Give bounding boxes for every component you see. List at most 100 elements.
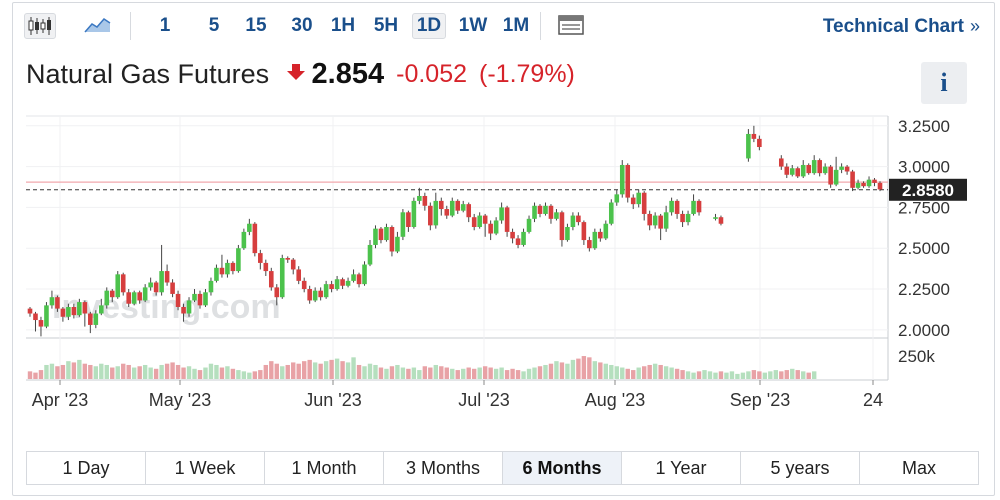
area-chart-icon[interactable]	[82, 13, 114, 39]
candle-body	[214, 267, 219, 281]
volume-bar	[521, 371, 526, 379]
range-1-year[interactable]: 1 Year	[622, 452, 741, 484]
volume-bar	[274, 363, 279, 379]
candle-body	[88, 313, 93, 325]
volume-bar	[82, 363, 88, 379]
candle-body	[493, 220, 499, 234]
candle-body	[543, 205, 548, 214]
candle-body	[471, 217, 477, 227]
timeframe-1m[interactable]: 1M	[502, 15, 530, 36]
volume-bar	[658, 364, 663, 379]
range-3-months[interactable]: 3 Months	[384, 452, 503, 484]
volume-bar	[614, 366, 619, 379]
timeframe-1w[interactable]: 1W	[458, 15, 488, 36]
candle-body	[406, 212, 411, 227]
candle-body	[800, 164, 806, 177]
range-1-month[interactable]: 1 Month	[265, 452, 384, 484]
candle-body	[625, 164, 631, 198]
volume-bar	[389, 366, 395, 379]
candle-body	[247, 223, 252, 232]
candle-body	[576, 215, 581, 223]
candle-body	[241, 231, 247, 249]
volume-bar	[691, 372, 696, 379]
range-max[interactable]: Max	[901, 458, 936, 478]
candle-body	[208, 280, 214, 293]
volume-bar	[609, 364, 614, 379]
volume-bar	[795, 370, 800, 379]
info-button[interactable]: i	[921, 62, 967, 104]
volume-bar	[247, 372, 252, 379]
volume-bar	[433, 364, 439, 379]
candle-body	[674, 200, 680, 214]
candle-body	[652, 215, 658, 226]
candle-body	[175, 293, 181, 307]
candle-body	[696, 200, 702, 213]
timeframe-30[interactable]: 30	[291, 15, 313, 36]
timeframe-5[interactable]: 5	[208, 15, 220, 36]
candle-body	[455, 200, 461, 211]
volume-bar	[811, 371, 817, 379]
volume-bar	[60, 364, 66, 379]
volume-bar	[411, 367, 417, 379]
range-5-years[interactable]: 5 years	[741, 452, 860, 484]
table-icon[interactable]	[556, 13, 588, 39]
x-tick-label: Sep '23	[730, 390, 791, 410]
volume-bar	[768, 371, 773, 379]
volume-bar	[99, 363, 104, 379]
candle-body	[592, 231, 598, 249]
range-6-months[interactable]: 6 Months	[503, 452, 622, 484]
candle-body	[636, 192, 642, 205]
candle-body	[109, 290, 115, 298]
timeframe-1[interactable]: 1	[159, 15, 171, 36]
candle-body	[356, 274, 362, 285]
candle-body	[746, 133, 751, 159]
volume-bar	[790, 368, 795, 379]
candle-body	[510, 231, 515, 239]
volume-bar	[696, 371, 702, 379]
candle-body	[334, 279, 340, 290]
candle-body	[685, 213, 691, 223]
candle-body	[60, 308, 66, 317]
candle-body	[82, 302, 88, 314]
candle-body	[532, 205, 537, 219]
candle-body	[608, 202, 614, 224]
candle-body	[559, 212, 565, 241]
volume-bar	[153, 368, 159, 379]
volume-bar	[493, 368, 499, 379]
volume-bar	[329, 359, 334, 379]
volume-bar	[740, 372, 746, 379]
candle-body	[49, 297, 55, 306]
candle-body	[115, 274, 121, 298]
volume-bar	[395, 364, 400, 379]
timeframe-1d[interactable]: 1D	[412, 13, 446, 39]
candle-body	[537, 205, 543, 214]
range-1-week[interactable]: 1 Week	[146, 452, 265, 484]
candlestick-chart-icon[interactable]	[24, 13, 56, 39]
candle-body	[411, 200, 417, 227]
volume-bar	[444, 367, 449, 379]
x-tick-label: May '23	[149, 390, 211, 410]
technical-chart-link[interactable]: Technical Chart»	[823, 16, 980, 38]
timeframe-1h[interactable]: 1H	[330, 15, 356, 36]
timeframe-15[interactable]: 15	[245, 15, 267, 36]
volume-bar	[334, 358, 340, 379]
candle-body	[850, 171, 855, 188]
x-tick-label: 24	[863, 390, 883, 410]
candle-body	[33, 313, 38, 321]
x-tick-label: Apr '23	[32, 390, 88, 410]
volume-bar	[230, 368, 236, 379]
volume-bar	[570, 359, 576, 379]
volume-bar	[400, 367, 406, 379]
candle-body	[438, 200, 444, 210]
volume-bar	[548, 363, 554, 379]
timeframe-5h[interactable]: 5H	[373, 15, 399, 36]
candle-body	[817, 160, 822, 174]
candle-body	[192, 293, 197, 301]
candle-body	[77, 302, 82, 316]
volume-bar	[312, 362, 318, 379]
y-tick-label: 3.2500	[898, 117, 950, 136]
volume-bar	[159, 364, 164, 379]
volume-bar	[93, 366, 99, 379]
range-1-day[interactable]: 1 Day	[27, 452, 146, 484]
